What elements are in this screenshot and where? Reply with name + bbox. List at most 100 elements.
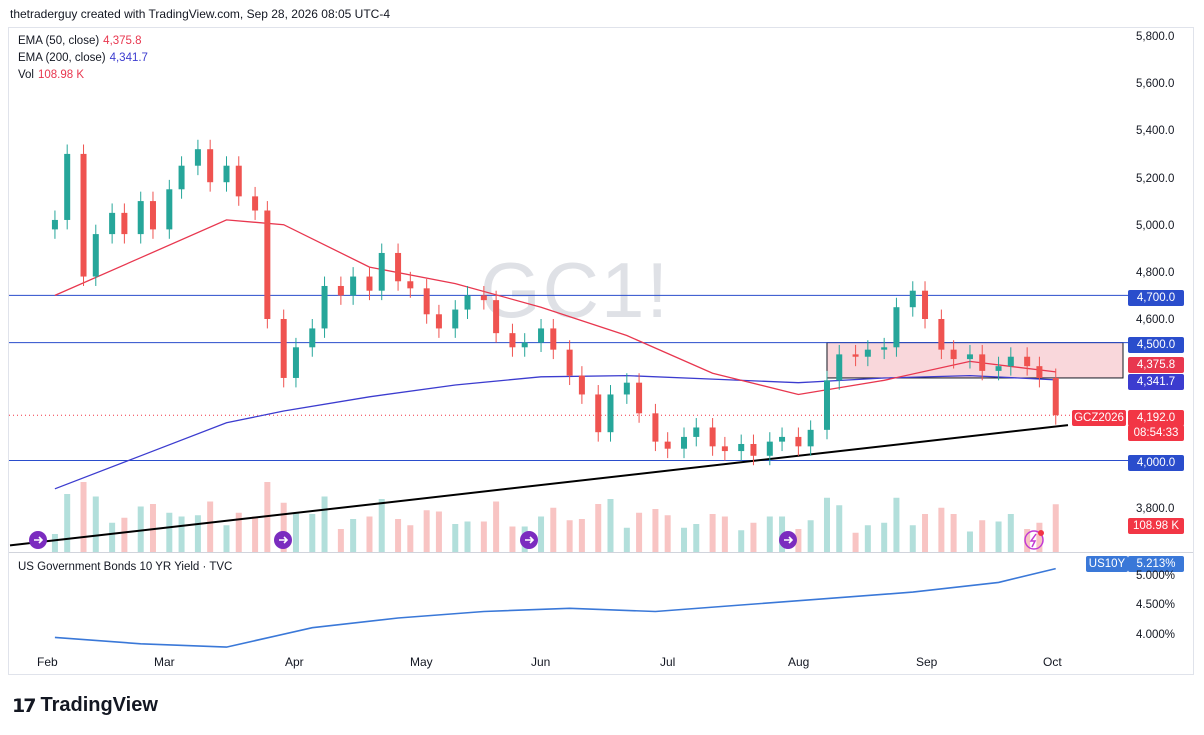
symbol-tag: GCZ2026 <box>1072 410 1126 426</box>
level-tag-4000: 4,000.0 <box>1128 455 1184 471</box>
volume-bar <box>795 529 802 552</box>
volume-bar <box>807 520 814 552</box>
candle-body <box>836 354 843 381</box>
trendline <box>9 424 1069 547</box>
pane-separator[interactable] <box>9 552 1193 553</box>
lightning-event-icon <box>1024 530 1044 550</box>
volume-bar <box>452 524 459 552</box>
ema200-tag: 4,341.7 <box>1128 374 1184 390</box>
legend-volume-value: 108.98 K <box>38 69 85 81</box>
legend-ema50-value: 4,375.8 <box>103 35 142 47</box>
candle-body <box>795 436 802 447</box>
candle-body <box>881 347 888 350</box>
candle-body <box>51 219 58 230</box>
month-label: Oct <box>1043 655 1062 669</box>
candle-body <box>636 382 643 414</box>
lightning-bolt-icon <box>1029 533 1037 548</box>
candle-body <box>194 149 201 166</box>
tradingview-logo[interactable]: 17 TradingView <box>12 694 158 717</box>
volume-bar <box>137 506 144 552</box>
legend-ema50-label: EMA (50, close) <box>18 35 100 47</box>
volume-bar <box>721 516 728 552</box>
month-label: Mar <box>154 655 175 669</box>
candle-body <box>623 382 630 395</box>
candle-body <box>350 276 357 296</box>
candle-body <box>681 436 688 449</box>
candle-body <box>995 366 1002 371</box>
volume-bar <box>80 482 87 552</box>
candle-body <box>435 314 442 329</box>
candle-body <box>366 276 373 291</box>
month-label: Jul <box>660 655 676 669</box>
volume-bar <box>652 509 659 552</box>
month-label: May <box>410 655 433 669</box>
volume-bar <box>664 515 671 552</box>
legend-volume[interactable]: Vol 108.98 K <box>18 69 84 81</box>
volume-bar <box>464 521 471 552</box>
price-tick: 3,800.0 <box>1136 503 1175 515</box>
volume-bar <box>235 512 242 552</box>
ema50-line <box>54 219 1056 396</box>
volume-bar <box>864 525 871 552</box>
price-tick: 5,600.0 <box>1136 78 1175 90</box>
volume-bar <box>366 516 373 552</box>
candle-body <box>709 427 716 447</box>
month-label: Aug <box>788 655 810 669</box>
event-arrow-icon <box>279 536 289 544</box>
legend-ema200[interactable]: EMA (200, close) 4,341.7 <box>18 52 148 64</box>
event-arrow-icon <box>34 536 44 544</box>
candle-body <box>452 309 459 329</box>
candle-body <box>652 413 659 442</box>
volume-bar <box>378 499 385 552</box>
candle-body <box>779 436 786 442</box>
candle-body <box>309 328 316 348</box>
volume-bar <box>852 532 859 552</box>
volume-bar <box>881 522 888 552</box>
indicator-value-tag: 5.213% <box>1128 556 1184 572</box>
volume-bar <box>194 515 201 552</box>
volume-bar <box>836 505 843 552</box>
candle-body <box>92 234 99 277</box>
ema50-tag: 4,375.8 <box>1128 357 1184 373</box>
volume-bar <box>766 516 773 552</box>
price-tick: 5,400.0 <box>1136 125 1175 137</box>
candle-body <box>1007 356 1014 367</box>
candle-body <box>664 441 671 449</box>
countdown-tag: 08:54:33 <box>1128 425 1184 441</box>
candle-body <box>378 252 385 291</box>
candle-body <box>566 349 573 376</box>
volume-bar <box>1036 522 1043 552</box>
candle-body <box>264 210 271 319</box>
yield-tick: 4.000% <box>1136 629 1176 641</box>
volume-bar <box>823 497 830 552</box>
volume-bar <box>681 527 688 552</box>
tradingview-logo-mark: 17 <box>12 694 36 717</box>
chart-frame <box>8 27 1194 675</box>
event-arrow-icon <box>525 536 535 544</box>
volume-bar <box>750 522 757 552</box>
volume-bar <box>149 504 156 552</box>
candle-body <box>1052 377 1059 416</box>
volume-bar <box>893 497 900 552</box>
last-price-tag: 4,192.0 <box>1128 410 1184 426</box>
volume-bar <box>995 521 1002 552</box>
yield-tick: 5.000% <box>1136 570 1176 582</box>
candle-body <box>64 153 71 220</box>
candle-body <box>207 149 214 183</box>
candle-body <box>493 300 500 334</box>
candle-body <box>750 443 757 456</box>
volume-bar <box>309 514 316 552</box>
volume-bar <box>938 507 945 552</box>
volume-tag: 108.98 K <box>1128 518 1184 534</box>
price-tick: 5,200.0 <box>1136 173 1175 185</box>
volume-bar <box>178 516 185 552</box>
volume-bar <box>350 519 357 552</box>
legend-ema50[interactable]: EMA (50, close) 4,375.8 <box>18 35 142 47</box>
month-label: Apr <box>285 655 304 669</box>
volume-bar <box>423 510 430 552</box>
candle-body <box>1036 366 1043 378</box>
candle-body <box>337 285 344 296</box>
volume-bar <box>92 496 99 552</box>
volume-bar <box>607 499 614 552</box>
